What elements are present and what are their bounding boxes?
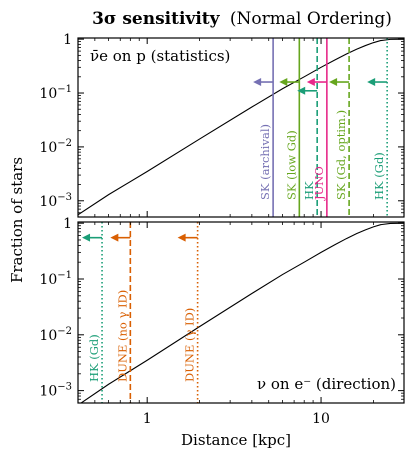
x-axis-label: Distance [kpc] bbox=[181, 431, 291, 449]
marker-label-top-1: SK (low Gd) bbox=[284, 130, 298, 200]
marker-arrowhead-top-5 bbox=[367, 78, 376, 87]
marker-label-top-4: SK (Gd, optim.) bbox=[334, 110, 348, 200]
fraction-curve bbox=[78, 38, 404, 216]
y-tick-label-bottom-1: 10−2 bbox=[39, 326, 72, 344]
marker-arrowhead-bottom-2 bbox=[177, 233, 186, 242]
panel-annotation-top: ν̄e on p (statistics) bbox=[90, 47, 230, 65]
panel-bottom: HK (Gd) DUNE (no γ ID) DUNE (γ ID)10−310−2… bbox=[39, 216, 405, 404]
x-tick-label-0: 1 bbox=[143, 411, 152, 427]
y-tick-base: 10 bbox=[39, 272, 57, 288]
x-tick-label-1: 10 bbox=[312, 411, 330, 427]
fraction-curve bbox=[80, 222, 404, 403]
panel-frame bbox=[77, 37, 405, 218]
y-axis-label: Fraction of stars bbox=[8, 157, 26, 283]
y-tick-base: 10 bbox=[39, 384, 57, 400]
marker-arrowhead-bottom-1 bbox=[110, 233, 119, 242]
marker-label-top-0: SK (archival) bbox=[258, 124, 272, 200]
y-tick-label-bottom-0: 10−3 bbox=[39, 382, 72, 400]
y-tick-label-bottom-3: 1 bbox=[63, 216, 72, 232]
y-tick-base: 1 bbox=[63, 216, 72, 232]
marker-arrowhead-top-0 bbox=[253, 78, 262, 87]
panel-annotation-bottom: ν on e⁻ (direction) bbox=[257, 375, 396, 393]
y-tick-label-top-1: 10−2 bbox=[39, 138, 72, 156]
y-tick-label-top-3: 1 bbox=[63, 32, 72, 48]
y-tick-base: 10 bbox=[39, 194, 57, 210]
chart-title-bold: 3σ sensitivity bbox=[92, 9, 221, 29]
y-tick-base: 10 bbox=[39, 328, 57, 344]
y-tick-exp: −3 bbox=[57, 382, 72, 393]
chart-title: 3σ sensitivity (Normal Ordering) bbox=[92, 9, 392, 29]
y-tick-label-top-2: 10−1 bbox=[39, 84, 72, 102]
marker-arrowhead-top-1 bbox=[279, 78, 288, 87]
marker-label-bottom-0: HK (Gd) bbox=[87, 334, 101, 382]
y-tick-label-bottom-2: 10−1 bbox=[39, 270, 72, 288]
y-tick-exp: −2 bbox=[57, 138, 72, 149]
chart-title-rest: (Normal Ordering) bbox=[230, 9, 392, 29]
marker-label-top-2: HK bbox=[302, 181, 316, 200]
marker-arrowhead-top-3 bbox=[306, 78, 315, 87]
y-tick-base: 10 bbox=[39, 86, 57, 102]
marker-label-top-5: HK (Gd) bbox=[372, 152, 386, 200]
marker-arrowhead-bottom-0 bbox=[82, 233, 91, 242]
y-tick-label-top-0: 10−3 bbox=[39, 192, 72, 210]
y-tick-base: 1 bbox=[63, 32, 72, 48]
y-tick-base: 10 bbox=[39, 140, 57, 156]
marker-label-top-3: JUNO bbox=[312, 166, 326, 201]
marker-arrowhead-top-4 bbox=[329, 78, 338, 87]
panel-frame bbox=[77, 221, 405, 404]
y-tick-exp: −1 bbox=[57, 270, 72, 281]
y-tick-exp: −3 bbox=[57, 192, 72, 203]
marker-label-bottom-2: DUNE (γ ID) bbox=[183, 308, 197, 382]
y-tick-exp: −2 bbox=[57, 326, 72, 337]
y-tick-exp: −1 bbox=[57, 84, 72, 95]
marker-arrowhead-top-2 bbox=[297, 86, 306, 95]
marker-label-bottom-1: DUNE (no γ ID) bbox=[115, 290, 129, 382]
